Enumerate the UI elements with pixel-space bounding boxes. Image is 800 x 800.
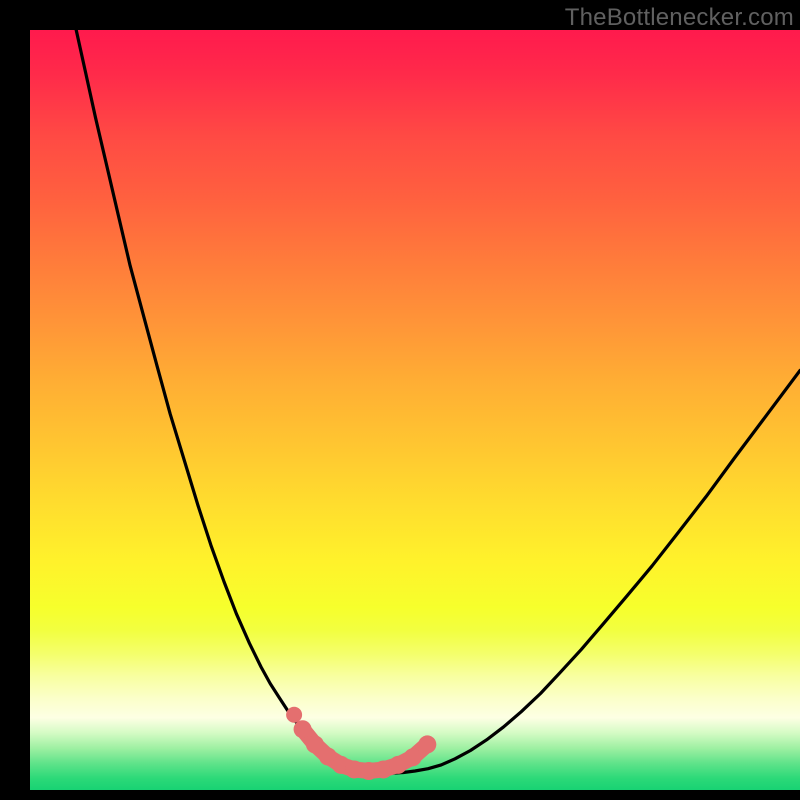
chart-svg [0, 0, 800, 800]
watermark-text: TheBottlenecker.com [565, 4, 794, 32]
floor-marker-dot [418, 735, 436, 753]
bottleneck-curve [76, 30, 800, 773]
floor-marker-dot [294, 720, 312, 738]
floor-marker-dot [404, 748, 422, 766]
chart-stage: TheBottlenecker.com [0, 0, 800, 800]
floor-marker-group [286, 707, 436, 780]
floor-marker-lead-dot [286, 707, 302, 723]
